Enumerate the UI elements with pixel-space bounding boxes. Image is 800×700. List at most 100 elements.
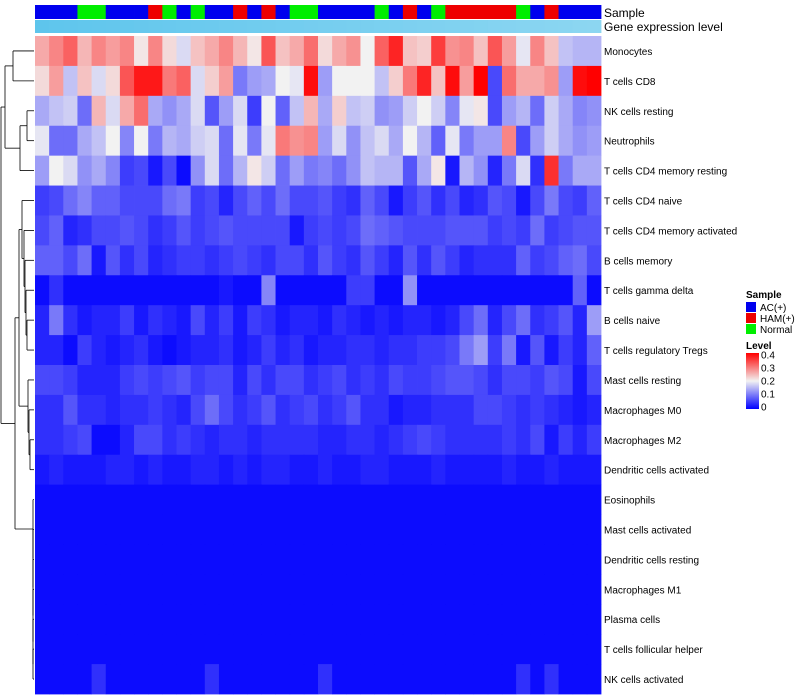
heatmap-cell: [388, 305, 404, 336]
heatmap-cell: [247, 574, 262, 605]
heatmap-cell: [77, 245, 92, 276]
heatmap-cell: [459, 36, 475, 67]
heatmap-cell: [134, 305, 149, 336]
heatmap-cell: [247, 155, 262, 186]
heatmap-cell: [332, 95, 347, 127]
heatmap-cell: [318, 574, 333, 605]
heatmap-cell: [134, 454, 149, 486]
heatmap-cell: [473, 65, 489, 97]
heatmap-cell: [35, 275, 50, 306]
heatmap-cell: [417, 245, 432, 276]
heatmap-cell: [91, 125, 107, 157]
heatmap-cell: [303, 155, 319, 186]
heatmap-cell: [332, 65, 347, 97]
heatmap-cell: [261, 335, 276, 366]
heatmap-cell: [162, 155, 177, 186]
heatmap-cell: [303, 185, 319, 216]
heatmap-cell: [318, 95, 333, 127]
heatmap-cell: [501, 335, 517, 366]
heatmap-cell: [388, 365, 404, 396]
row-label: T cells CD4 memory activated: [604, 226, 737, 237]
heatmap-cell: [49, 365, 64, 396]
heatmap-cell: [402, 95, 418, 127]
heatmap-cell: [148, 335, 163, 366]
heatmap-cell: [63, 574, 78, 605]
heatmap-cell: [105, 664, 121, 695]
heatmap-cell: [303, 95, 319, 127]
heatmap-cell: [431, 65, 446, 97]
sample-annotation-cell: [233, 5, 248, 19]
expression-annotation-cell: [218, 20, 234, 33]
heatmap-cell: [544, 215, 559, 246]
heatmap-cell: [190, 544, 206, 575]
heatmap-cell: [501, 604, 517, 635]
heatmap-cell: [402, 215, 418, 246]
heatmap-cell: [35, 65, 50, 97]
heatmap-cell: [318, 155, 333, 186]
sample-annotation-cell: [431, 5, 446, 19]
heatmap-cell: [275, 634, 291, 665]
heatmap-cell: [431, 634, 446, 665]
heatmap-cell: [402, 484, 418, 515]
heatmap-cell: [530, 95, 545, 127]
heatmap-cell: [374, 215, 390, 246]
heatmap-cell: [303, 275, 319, 306]
heatmap-cell: [49, 604, 64, 635]
heatmap-cell: [247, 335, 262, 366]
heatmap-cell: [558, 394, 574, 426]
heatmap-cell: [63, 305, 78, 336]
heatmap-cell: [487, 365, 503, 396]
heatmap-cell: [360, 634, 375, 665]
heatmap-cell: [218, 664, 234, 695]
heatmap-cell: [586, 305, 602, 336]
heatmap-cell: [374, 454, 390, 486]
heatmap-cell: [459, 365, 475, 396]
heatmap-cell: [176, 305, 192, 336]
heatmap-cell: [35, 335, 50, 366]
heatmap-cell: [105, 514, 121, 545]
heatmap-cell: [247, 95, 262, 127]
heatmap-cell: [445, 245, 460, 276]
heatmap-cell: [544, 544, 559, 575]
heatmap-cell: [247, 245, 262, 276]
legend-swatch-ham: [746, 313, 756, 323]
heatmap-cell: [516, 305, 531, 336]
heatmap-cell: [233, 394, 248, 426]
heatmap-cell: [190, 634, 206, 665]
heatmap-cell: [134, 484, 149, 515]
heatmap-cell: [332, 185, 347, 216]
heatmap-cell: [190, 664, 206, 695]
heatmap-cell: [346, 454, 361, 486]
heatmap-cell: [49, 185, 64, 216]
heatmap-cell: [473, 245, 489, 276]
heatmap-cell: [388, 185, 404, 216]
heatmap-cell: [516, 664, 531, 695]
heatmap-cell: [417, 365, 432, 396]
heatmap-cell: [233, 484, 248, 515]
heatmap-cell: [586, 365, 602, 396]
heatmap-cell: [204, 365, 220, 396]
heatmap-cell: [105, 365, 121, 396]
heatmap-cell: [218, 544, 234, 575]
heatmap-cell: [91, 454, 107, 486]
expression-annotation-cell: [530, 20, 545, 33]
heatmap-cell: [402, 125, 418, 157]
heatmap-cell: [303, 604, 319, 635]
expression-annotation-cell: [445, 20, 460, 33]
heatmap-cell: [218, 514, 234, 545]
sample-annotation-cell: [459, 5, 475, 19]
heatmap-cell: [303, 544, 319, 575]
heatmap-cell: [388, 574, 404, 605]
heatmap-cell: [190, 215, 206, 246]
heatmap-cell: [318, 514, 333, 545]
expression-annotation-cell: [487, 20, 503, 33]
heatmap-cell: [49, 275, 64, 306]
heatmap-cell: [516, 634, 531, 665]
heatmap-cell: [275, 155, 291, 186]
heatmap-cell: [332, 245, 347, 276]
heatmap-cell: [204, 484, 220, 515]
heatmap-cell: [148, 305, 163, 336]
heatmap-cell: [530, 185, 545, 216]
heatmap-cell: [35, 574, 50, 605]
heatmap-cell: [91, 484, 107, 515]
